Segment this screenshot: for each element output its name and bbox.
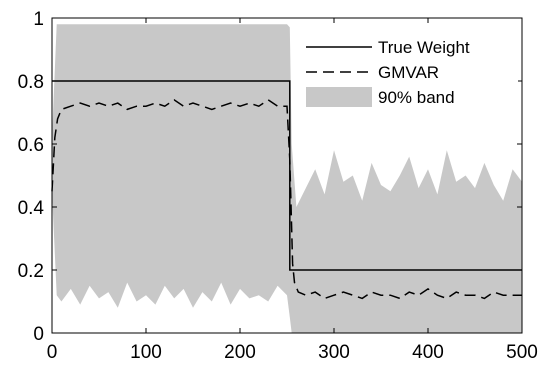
- x-tick-label: 400: [412, 342, 444, 363]
- tick-layer: 0 100 200 300 400 500 0 0.2 0.4 0.6 0.8 1: [18, 9, 538, 363]
- y-tick-label: 0.8: [18, 72, 44, 93]
- y-tick-label: 0.6: [18, 135, 44, 156]
- x-tick-label: 300: [318, 342, 350, 363]
- y-tick-label: 0.2: [18, 261, 44, 282]
- x-tick-label: 200: [224, 342, 256, 363]
- axes-frame: [51, 17, 523, 334]
- x-tick-label: 500: [506, 342, 538, 363]
- band-layer: [52, 24, 522, 334]
- band-area: [52, 24, 522, 334]
- x-tick-label: 0: [47, 342, 58, 363]
- y-tick-label: 1: [33, 9, 44, 30]
- series-layer: [51, 80, 522, 300]
- legend-label-band: 90% band: [378, 88, 455, 107]
- legend-swatch-band: [306, 87, 372, 107]
- x-tick-label: 100: [130, 342, 162, 363]
- legend-label-true-weight: True Weight: [378, 38, 470, 57]
- y-tick-label: 0: [33, 324, 44, 345]
- y-tick-label: 0.4: [18, 198, 45, 219]
- legend: True Weight GMVAR 90% band: [298, 32, 518, 113]
- series-line-gmvar: [51, 98, 522, 300]
- legend-label-gmvar: GMVAR: [378, 63, 439, 82]
